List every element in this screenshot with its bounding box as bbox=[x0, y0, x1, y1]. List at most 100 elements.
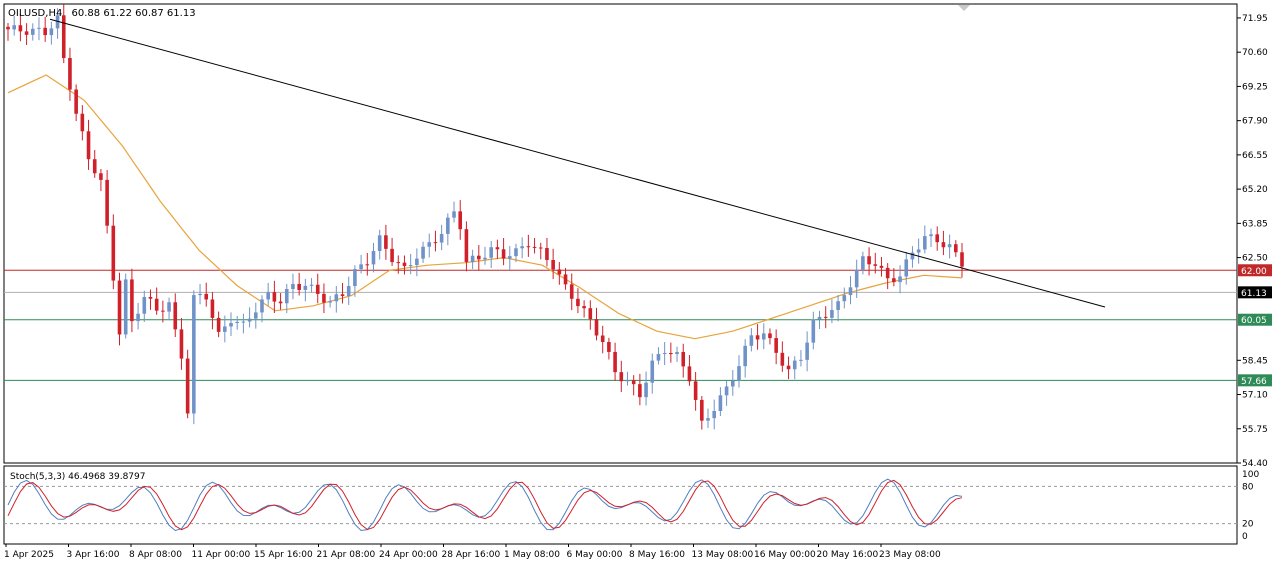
candle[interactable] bbox=[700, 396, 704, 430]
candle[interactable] bbox=[229, 312, 233, 337]
candle[interactable] bbox=[960, 243, 964, 278]
candle[interactable] bbox=[452, 201, 456, 223]
candle[interactable] bbox=[613, 342, 617, 381]
candle[interactable] bbox=[557, 262, 562, 285]
candle[interactable] bbox=[99, 169, 103, 192]
candle[interactable] bbox=[284, 283, 289, 314]
candle[interactable] bbox=[359, 254, 363, 274]
candle[interactable] bbox=[396, 255, 401, 274]
candle[interactable] bbox=[192, 290, 196, 425]
candle[interactable] bbox=[607, 337, 611, 360]
candle[interactable] bbox=[854, 259, 859, 298]
candle[interactable] bbox=[935, 226, 940, 251]
candle[interactable] bbox=[210, 291, 215, 330]
candle[interactable] bbox=[483, 246, 487, 265]
candle[interactable] bbox=[712, 399, 717, 430]
candle[interactable] bbox=[817, 310, 822, 330]
candle[interactable] bbox=[315, 273, 320, 304]
candle[interactable] bbox=[433, 230, 438, 252]
candle[interactable] bbox=[954, 240, 958, 257]
candle[interactable] bbox=[755, 324, 760, 350]
candle[interactable] bbox=[167, 297, 171, 321]
candle[interactable] bbox=[514, 243, 518, 263]
candle[interactable] bbox=[861, 251, 865, 275]
candle[interactable] bbox=[130, 268, 134, 333]
candle[interactable] bbox=[37, 17, 41, 41]
candle[interactable] bbox=[86, 119, 91, 170]
candle[interactable] bbox=[768, 328, 772, 345]
candle[interactable] bbox=[446, 213, 450, 246]
candle[interactable] bbox=[477, 245, 481, 271]
candle[interactable] bbox=[142, 290, 147, 322]
candle[interactable] bbox=[638, 373, 642, 406]
candle[interactable] bbox=[6, 23, 10, 41]
candle[interactable] bbox=[842, 287, 847, 309]
candle[interactable] bbox=[117, 272, 122, 346]
candle[interactable] bbox=[730, 370, 735, 396]
candle[interactable] bbox=[792, 356, 797, 380]
candle[interactable] bbox=[291, 273, 295, 300]
candle[interactable] bbox=[805, 331, 809, 372]
candle[interactable] bbox=[650, 353, 655, 394]
candle[interactable] bbox=[216, 311, 221, 338]
candle[interactable] bbox=[123, 273, 128, 339]
candle[interactable] bbox=[947, 234, 952, 259]
candle[interactable] bbox=[823, 306, 828, 329]
candle[interactable] bbox=[309, 277, 314, 293]
candle[interactable] bbox=[526, 234, 531, 257]
candle[interactable] bbox=[415, 248, 419, 277]
candle[interactable] bbox=[910, 246, 915, 268]
candle[interactable] bbox=[421, 241, 425, 263]
candle[interactable] bbox=[588, 300, 593, 330]
candle[interactable] bbox=[340, 282, 345, 304]
candle[interactable] bbox=[377, 229, 382, 260]
candle[interactable] bbox=[136, 302, 140, 330]
candle[interactable] bbox=[941, 230, 946, 256]
candle[interactable] bbox=[408, 253, 413, 275]
candle[interactable] bbox=[105, 170, 109, 234]
trendline-segment[interactable] bbox=[49, 18, 1106, 308]
candle[interactable] bbox=[272, 280, 277, 313]
candle[interactable] bbox=[223, 315, 227, 343]
candle[interactable] bbox=[365, 252, 370, 276]
candle[interactable] bbox=[749, 328, 754, 352]
candle[interactable] bbox=[43, 16, 47, 42]
candle[interactable] bbox=[241, 313, 246, 334]
candle[interactable] bbox=[811, 311, 816, 350]
candle[interactable] bbox=[303, 278, 308, 302]
candle[interactable] bbox=[173, 293, 178, 338]
candle[interactable] bbox=[656, 347, 661, 365]
candle[interactable] bbox=[799, 350, 803, 367]
candle[interactable] bbox=[879, 257, 884, 277]
candle[interactable] bbox=[681, 343, 686, 378]
candlesticks[interactable] bbox=[6, 4, 964, 430]
candle[interactable] bbox=[625, 371, 630, 386]
candle[interactable] bbox=[929, 228, 933, 248]
candle[interactable] bbox=[644, 371, 648, 406]
candle[interactable] bbox=[867, 247, 871, 276]
candle[interactable] bbox=[563, 268, 568, 290]
candle[interactable] bbox=[892, 268, 896, 287]
candle[interactable] bbox=[24, 23, 29, 46]
candle[interactable] bbox=[148, 289, 153, 310]
candle[interactable] bbox=[74, 84, 78, 122]
candle[interactable] bbox=[185, 349, 190, 419]
scroll-marker-icon[interactable] bbox=[958, 5, 970, 11]
candle[interactable] bbox=[260, 295, 264, 323]
candle[interactable] bbox=[161, 300, 165, 323]
candle[interactable] bbox=[439, 224, 444, 251]
candle[interactable] bbox=[30, 23, 35, 41]
candle[interactable] bbox=[706, 408, 710, 429]
candle[interactable] bbox=[576, 288, 580, 314]
candle[interactable] bbox=[470, 249, 475, 270]
candle[interactable] bbox=[786, 356, 791, 380]
candle[interactable] bbox=[774, 329, 778, 365]
trendline[interactable] bbox=[49, 18, 1106, 308]
candle[interactable] bbox=[49, 21, 54, 45]
candle[interactable] bbox=[297, 272, 301, 296]
candle[interactable] bbox=[520, 237, 524, 259]
candle[interactable] bbox=[923, 225, 927, 254]
candle[interactable] bbox=[390, 237, 394, 266]
